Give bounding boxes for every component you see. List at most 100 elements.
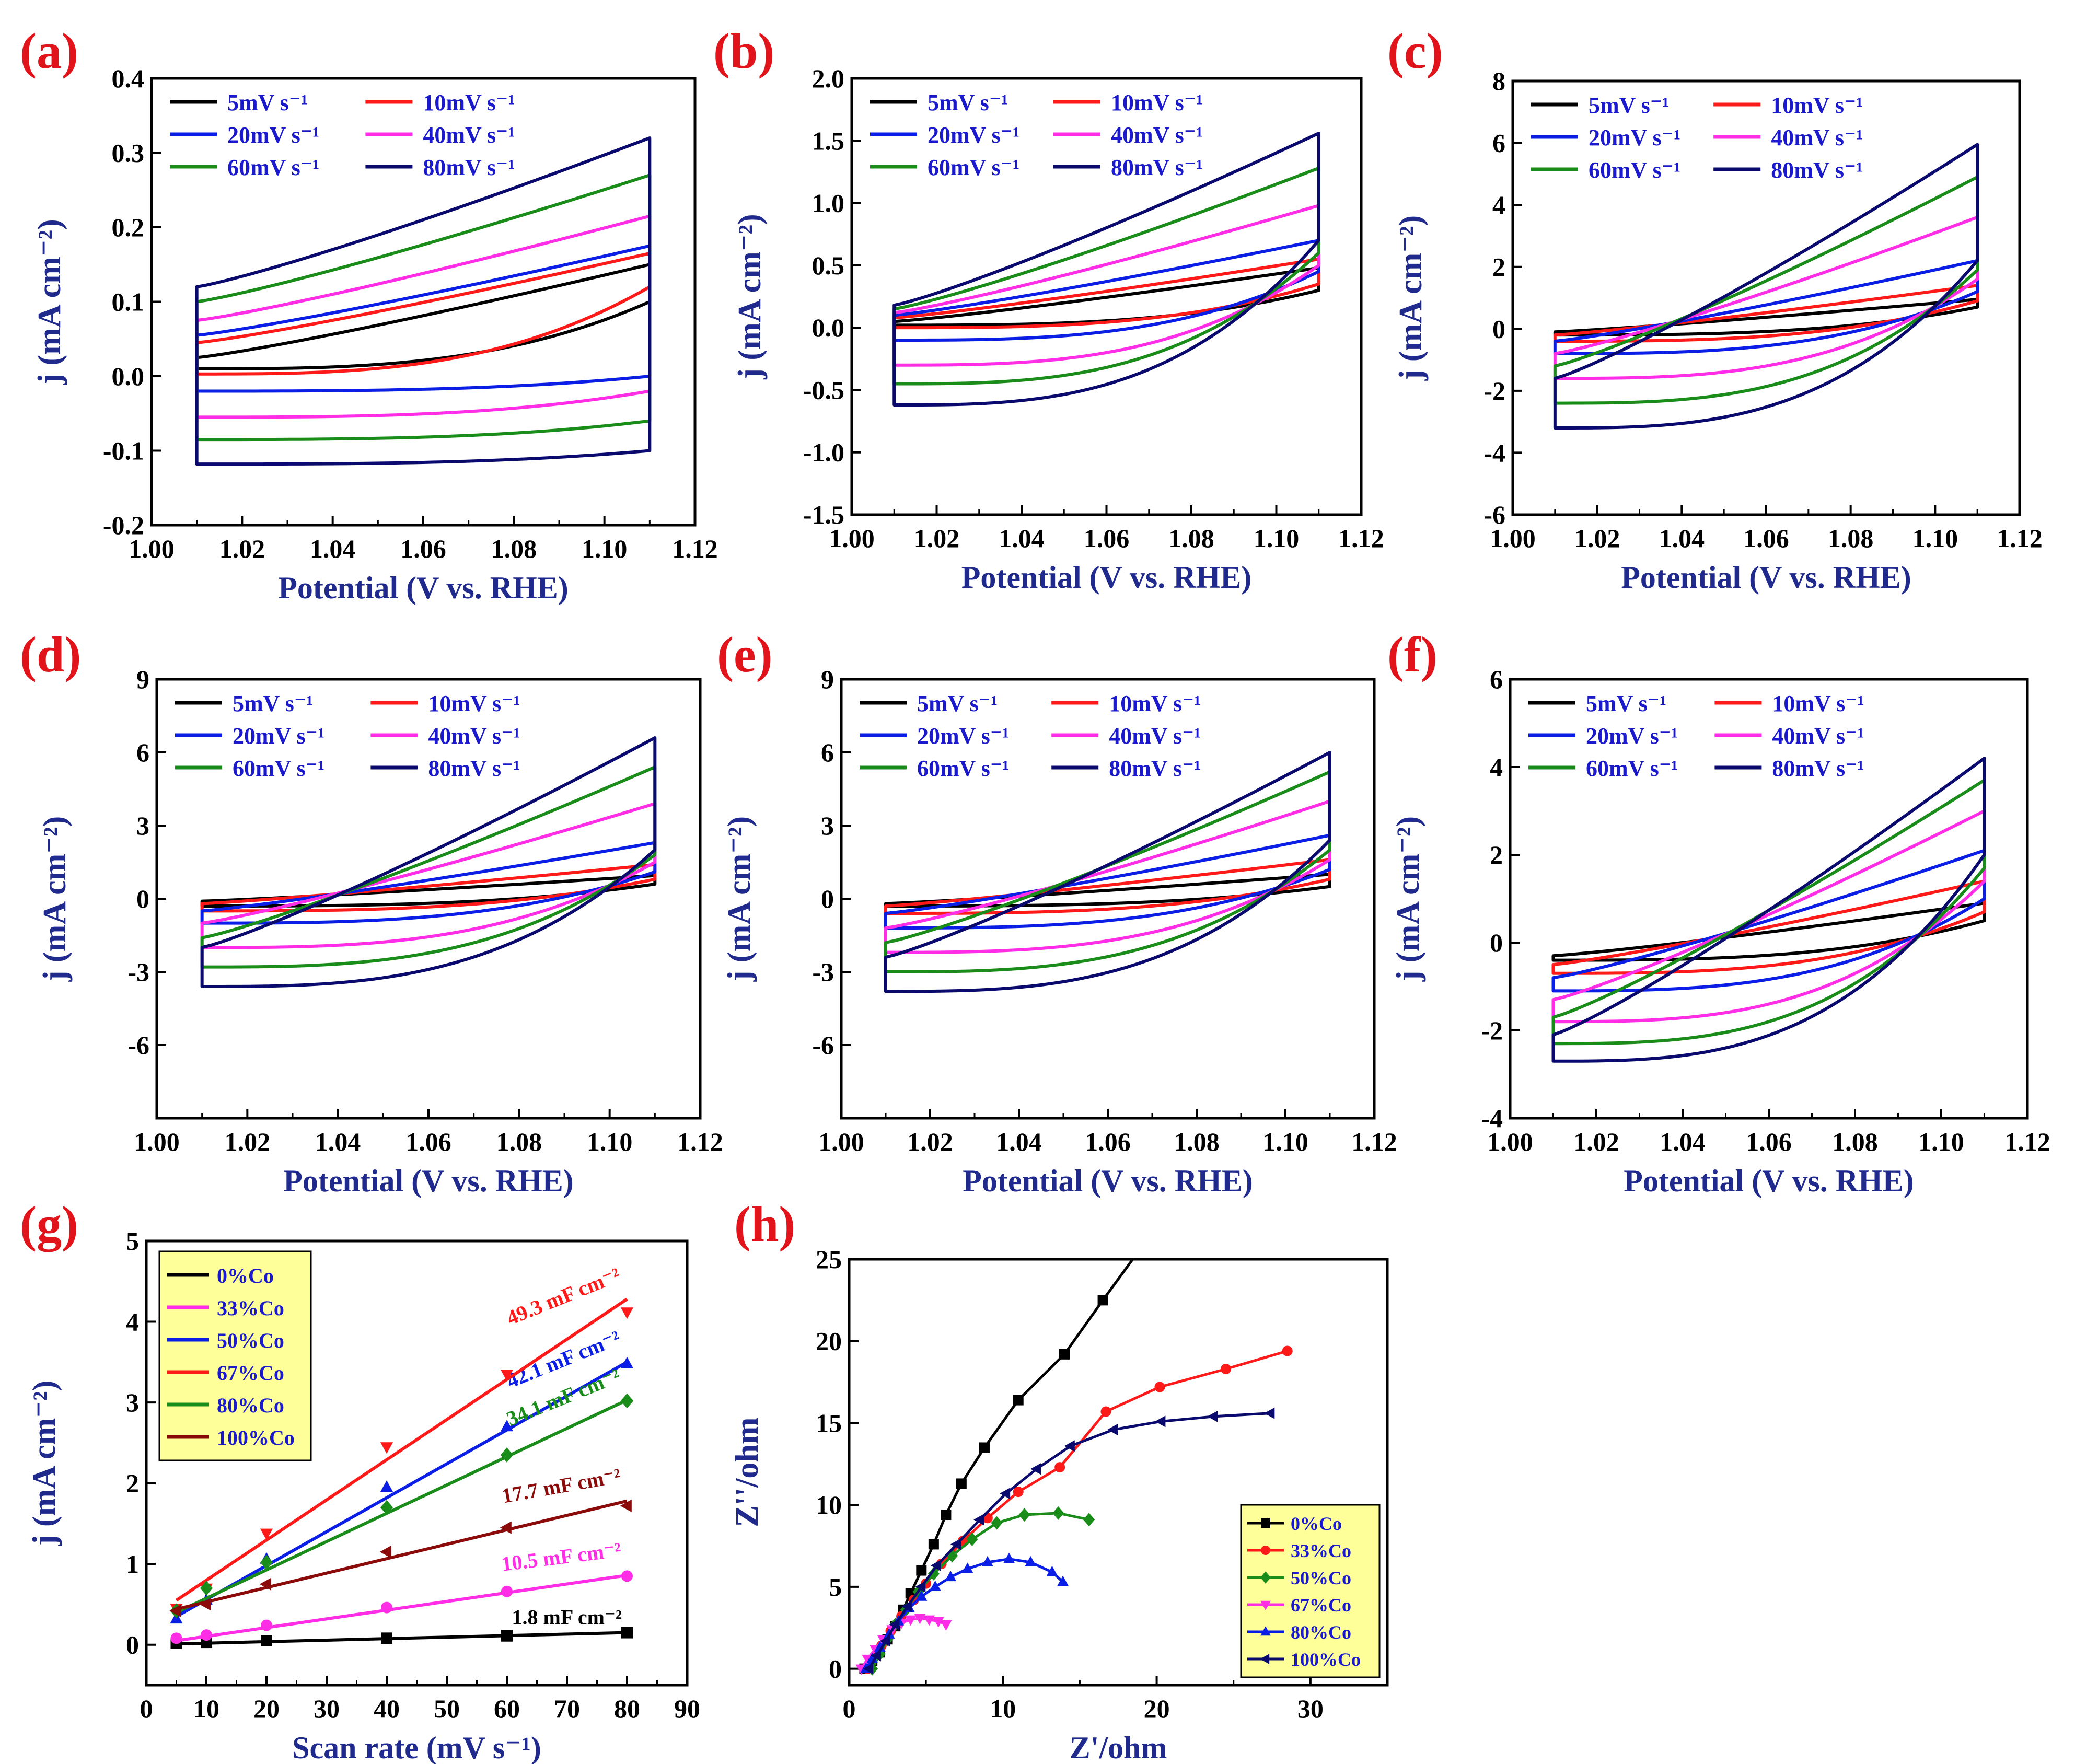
cv-loop-3 xyxy=(200,802,657,949)
data-point xyxy=(169,1604,181,1617)
y-tick-label: 6 xyxy=(1492,129,1505,158)
panel-label: (f) xyxy=(1387,626,1438,682)
x-tick-label: 1.02 xyxy=(219,534,265,563)
fit-line-3 xyxy=(175,1297,628,1602)
panel-label: (e) xyxy=(717,626,773,682)
x-tick-label: 1.06 xyxy=(1085,1127,1131,1156)
x-tick-label: 90 xyxy=(674,1694,700,1723)
y-tick-label: -3 xyxy=(127,957,149,987)
legend-label: 100%Co xyxy=(1291,1649,1361,1670)
y-tick-label: 2 xyxy=(1490,840,1503,869)
data-point xyxy=(1154,1382,1165,1392)
legend-label: 50%Co xyxy=(1291,1568,1351,1588)
y-tick-label: 0 xyxy=(126,1630,139,1659)
y-tick-label: 3 xyxy=(821,811,834,840)
x-tick-label: 1.10 xyxy=(1912,524,1958,553)
x-tick-label: 1.12 xyxy=(1997,524,2043,553)
y-tick-label: 0.0 xyxy=(812,313,845,342)
y-tick-label: 0 xyxy=(136,884,149,913)
data-point xyxy=(379,1545,391,1559)
panel-e: (e) 1.00 1.02 1.04 1.06 1.08 1.10 1.12 -6 -3 0 3 6 9 P… xyxy=(717,626,1397,1198)
data-point xyxy=(621,1570,633,1582)
legend-label: 50%Co xyxy=(217,1329,284,1352)
data-point xyxy=(950,1538,961,1550)
x-tick-label: 1.12 xyxy=(2004,1127,2050,1156)
legend-label: 60mV s⁻¹ xyxy=(1586,756,1678,781)
y-tick-label: 4 xyxy=(1492,190,1505,219)
y-tick-label: -4 xyxy=(1481,1104,1503,1133)
x-tick-label: 0 xyxy=(843,1694,856,1723)
legend-label: 40mV s⁻¹ xyxy=(1109,723,1201,749)
x-tick-label: 0 xyxy=(140,1694,153,1723)
cv-loop-0 xyxy=(884,873,1331,908)
legend-label: 40mV s⁻¹ xyxy=(1772,723,1864,749)
data-point xyxy=(170,1632,182,1644)
y-tick-label: -2 xyxy=(1481,1016,1503,1045)
legend-label: 40mV s⁻¹ xyxy=(428,723,520,749)
data-point xyxy=(941,1510,952,1520)
cv-loop-3 xyxy=(892,204,1320,367)
nyquist-line-0 xyxy=(863,1259,1134,1670)
data-point xyxy=(981,1556,993,1566)
cv-loop-1 xyxy=(892,257,1320,330)
data-point xyxy=(381,1632,392,1644)
x-tick-label: 70 xyxy=(554,1694,580,1723)
y-tick-label: 0.0 xyxy=(112,362,145,391)
x-tick-label: 80 xyxy=(614,1694,640,1723)
legend-label: 100%Co xyxy=(217,1426,295,1449)
legend-label: 60mV s⁻¹ xyxy=(917,756,1009,781)
panel-h: (h) 0 10 20 30 0 5 10 15 20 25 Z'/ohm Z''/ohm 0%Co 33%… xyxy=(729,1196,1389,1764)
legend-label: 80mV s⁻¹ xyxy=(1772,756,1864,781)
y-tick-label: -0.2 xyxy=(103,510,144,540)
data-point xyxy=(620,1307,634,1319)
y-tick-label: 0 xyxy=(821,884,834,913)
x-tick-label: 1.12 xyxy=(1351,1127,1397,1156)
x-tick-label: 30 xyxy=(314,1694,340,1723)
x-axis-label: Potential (V vs. RHE) xyxy=(283,1164,574,1198)
legend-label: 5mV s⁻¹ xyxy=(1589,92,1669,118)
data-point xyxy=(901,1600,912,1612)
data-point xyxy=(1054,1462,1065,1473)
legend-box xyxy=(158,1250,312,1461)
data-point xyxy=(500,1447,514,1463)
y-tick-label: -4 xyxy=(1483,438,1505,467)
x-tick-label: 10 xyxy=(990,1694,1016,1723)
fit-line-2 xyxy=(176,1361,628,1618)
y-tick-label: 8 xyxy=(1492,66,1505,96)
legend-label: 33%Co xyxy=(217,1296,284,1320)
legend-label: 5mV s⁻¹ xyxy=(917,691,998,716)
y-tick-label: 6 xyxy=(136,738,149,767)
y-tick-label: 1.5 xyxy=(812,126,845,155)
cv-loop-4 xyxy=(892,166,1320,386)
data-point xyxy=(1059,1349,1070,1360)
cv-loop-3 xyxy=(884,799,1331,954)
y-tick-label: 25 xyxy=(816,1245,842,1274)
x-tick-label: 1.04 xyxy=(996,1127,1042,1156)
data-point xyxy=(1013,1487,1024,1498)
y-tick-label: -3 xyxy=(812,957,834,987)
y-tick-label: 9 xyxy=(136,665,149,694)
data-point xyxy=(1107,1424,1118,1435)
y-tick-label: 0 xyxy=(1490,928,1503,957)
y-tick-label: 3 xyxy=(136,811,149,840)
x-tick-label: 1.04 xyxy=(315,1127,361,1156)
x-tick-label: 1.06 xyxy=(405,1127,451,1156)
legend-label: 60mV s⁻¹ xyxy=(233,756,324,781)
x-tick-label: 1.04 xyxy=(310,534,356,563)
y-tick-label: -6 xyxy=(127,1030,149,1060)
data-point xyxy=(1264,1407,1275,1419)
legend-label: 40mV s⁻¹ xyxy=(423,122,515,148)
legend-marker xyxy=(1261,1518,1270,1528)
cv-loop-5 xyxy=(884,751,1331,993)
cv-loop-5 xyxy=(1551,757,1986,1063)
legend-label: 20mV s⁻¹ xyxy=(917,723,1009,749)
legend-label: 60mV s⁻¹ xyxy=(227,155,319,180)
x-axis-label: Potential (V vs. RHE) xyxy=(961,560,1252,595)
data-point xyxy=(889,1619,900,1631)
legend-label: 60mV s⁻¹ xyxy=(1589,157,1680,183)
y-tick-label: 2 xyxy=(1492,252,1505,282)
data-point xyxy=(916,1565,927,1576)
data-point xyxy=(1155,1415,1166,1428)
data-point xyxy=(914,1614,926,1624)
data-point xyxy=(200,1581,213,1596)
